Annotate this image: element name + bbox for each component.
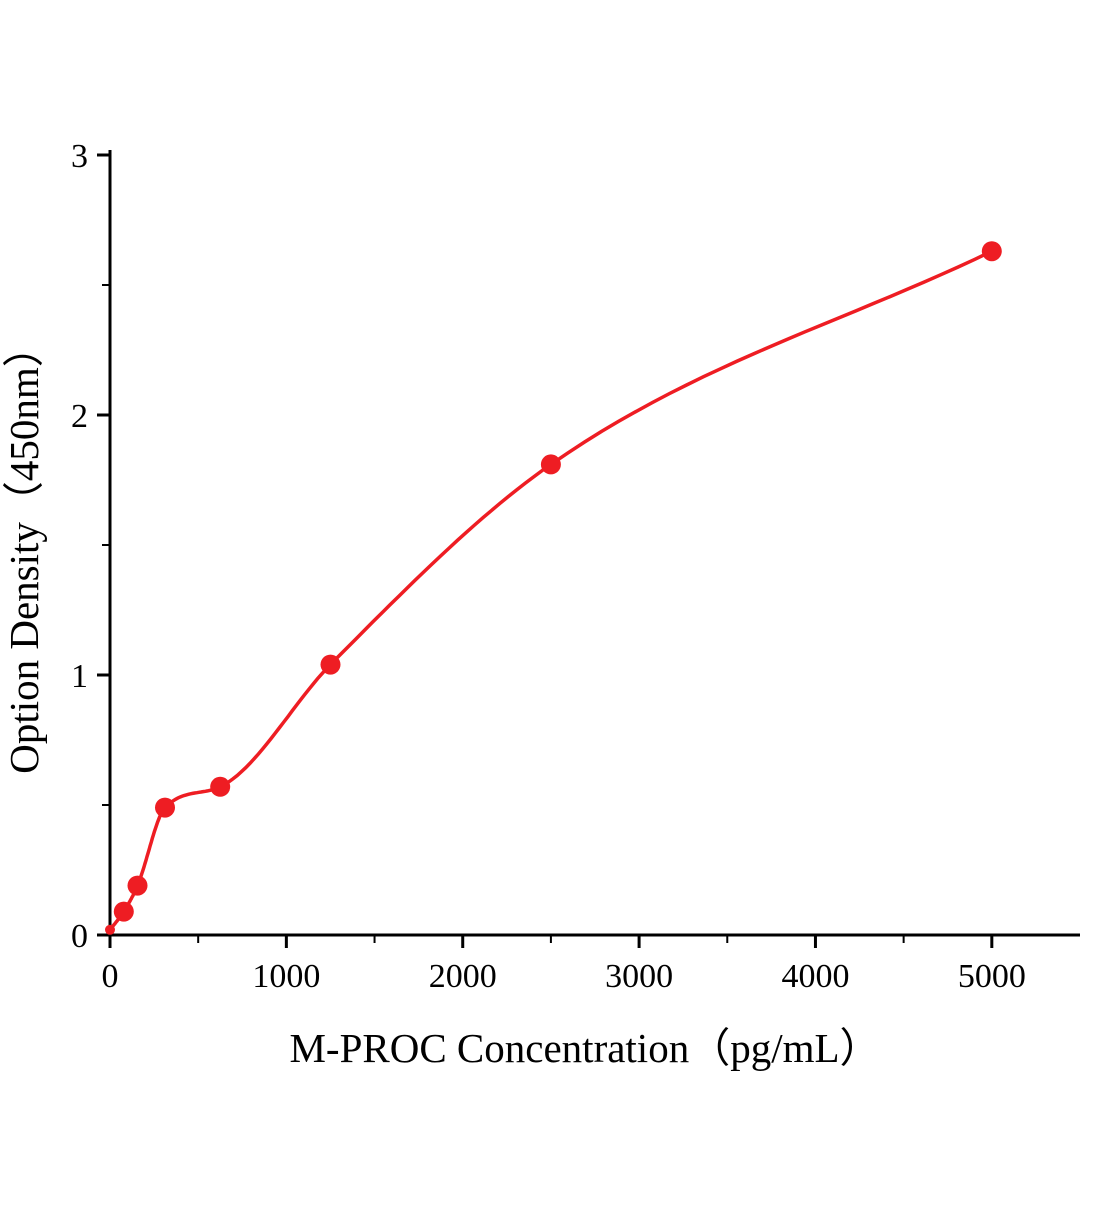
data-point — [981, 241, 1002, 262]
data-point — [540, 454, 561, 475]
standard-curve-fit-line — [108, 249, 993, 931]
data-point — [155, 797, 175, 818]
x-tick-label: 0 — [102, 958, 119, 995]
x-tick-label: 1000 — [252, 958, 320, 995]
x-tick-label: 5000 — [958, 958, 1026, 995]
data-point — [105, 924, 115, 935]
data-point — [210, 776, 231, 797]
y-axis-title: Option Density（450nm） — [1, 326, 47, 774]
y-axis-ticks: 0 1 2 3 — [71, 138, 110, 955]
x-tick-label: 3000 — [605, 958, 673, 995]
y-tick-label: 3 — [71, 138, 88, 175]
data-points — [105, 241, 1002, 935]
data-point — [113, 901, 134, 922]
x-axis-ticks: 0 1000 2000 3000 4000 5000 — [102, 935, 1026, 995]
data-point — [127, 875, 148, 896]
y-tick-label: 2 — [71, 398, 88, 435]
y-tick-label: 0 — [71, 918, 88, 955]
x-tick-label: 4000 — [781, 958, 849, 995]
data-point — [320, 654, 341, 675]
y-tick-label: 1 — [71, 658, 88, 695]
x-axis-title: M-PROC Concentration（pg/mL） — [289, 1025, 880, 1071]
x-tick-label: 2000 — [429, 958, 497, 995]
